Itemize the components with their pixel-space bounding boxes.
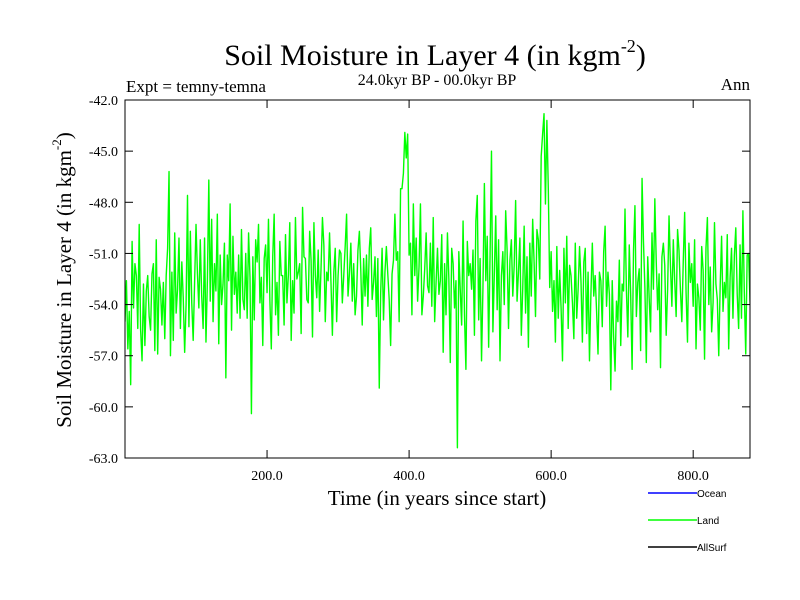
legend-label-land: Land bbox=[697, 516, 719, 527]
chart-title-exponent: -2 bbox=[621, 36, 636, 56]
y-axis-label: Soil Moisture in Layer 4 (in kgm-2) bbox=[49, 132, 76, 427]
y-tick-label: -54.0 bbox=[89, 299, 118, 314]
x-tick-label: 800.0 bbox=[677, 469, 709, 484]
tick-layer: -42.0 -45.0 -48.0 -51.0 -54.0 -57.0 -60.0 -63.0… bbox=[89, 94, 750, 484]
legend-item-allsurf: AllSurf bbox=[648, 543, 727, 554]
chart-title: Soil Moisture in Layer 4 (in kgm-2) bbox=[224, 36, 646, 72]
legend-label-ocean: Ocean bbox=[697, 489, 726, 500]
y-tick-label: -51.0 bbox=[89, 247, 118, 262]
y-tick-label: -57.0 bbox=[89, 350, 118, 365]
y-tick-label: -45.0 bbox=[89, 145, 118, 160]
y-tick-label: -48.0 bbox=[89, 196, 118, 211]
legend-label-allsurf: AllSurf bbox=[697, 543, 727, 554]
legend: Ocean Land AllSurf bbox=[648, 489, 727, 554]
legend-item-ocean: Ocean bbox=[648, 489, 726, 500]
chart-subtitle: 24.0kyr BP - 00.0kyr BP bbox=[358, 72, 517, 89]
plot-frame bbox=[124, 99, 751, 459]
legend-item-land: Land bbox=[648, 516, 719, 527]
x-axis-label: Time (in years since start) bbox=[328, 486, 547, 510]
y-axis-label-exponent: -2 bbox=[49, 139, 64, 150]
y-tick-label: -63.0 bbox=[89, 452, 118, 467]
series-line-land bbox=[125, 112, 750, 449]
y-tick-label: -60.0 bbox=[89, 401, 118, 416]
season-label: Ann bbox=[721, 75, 751, 94]
x-tick-label: 200.0 bbox=[251, 469, 283, 484]
x-tick-label: 600.0 bbox=[535, 469, 567, 484]
x-tick-label: 400.0 bbox=[393, 469, 425, 484]
y-tick-label: -42.0 bbox=[89, 94, 118, 109]
series-layer bbox=[125, 112, 750, 449]
expt-label: Expt = temny-temna bbox=[126, 77, 266, 96]
